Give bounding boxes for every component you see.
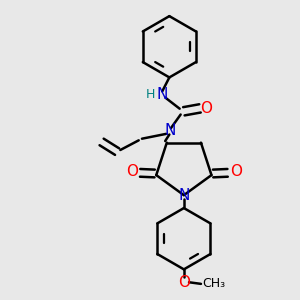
Text: H: H — [145, 88, 155, 101]
Text: N: N — [165, 123, 176, 138]
Text: N: N — [178, 188, 190, 203]
Text: O: O — [178, 275, 190, 290]
Text: O: O — [126, 164, 138, 179]
Text: N: N — [157, 87, 168, 102]
Text: O: O — [200, 100, 212, 116]
Text: CH₃: CH₃ — [202, 278, 226, 290]
Text: O: O — [230, 164, 242, 179]
